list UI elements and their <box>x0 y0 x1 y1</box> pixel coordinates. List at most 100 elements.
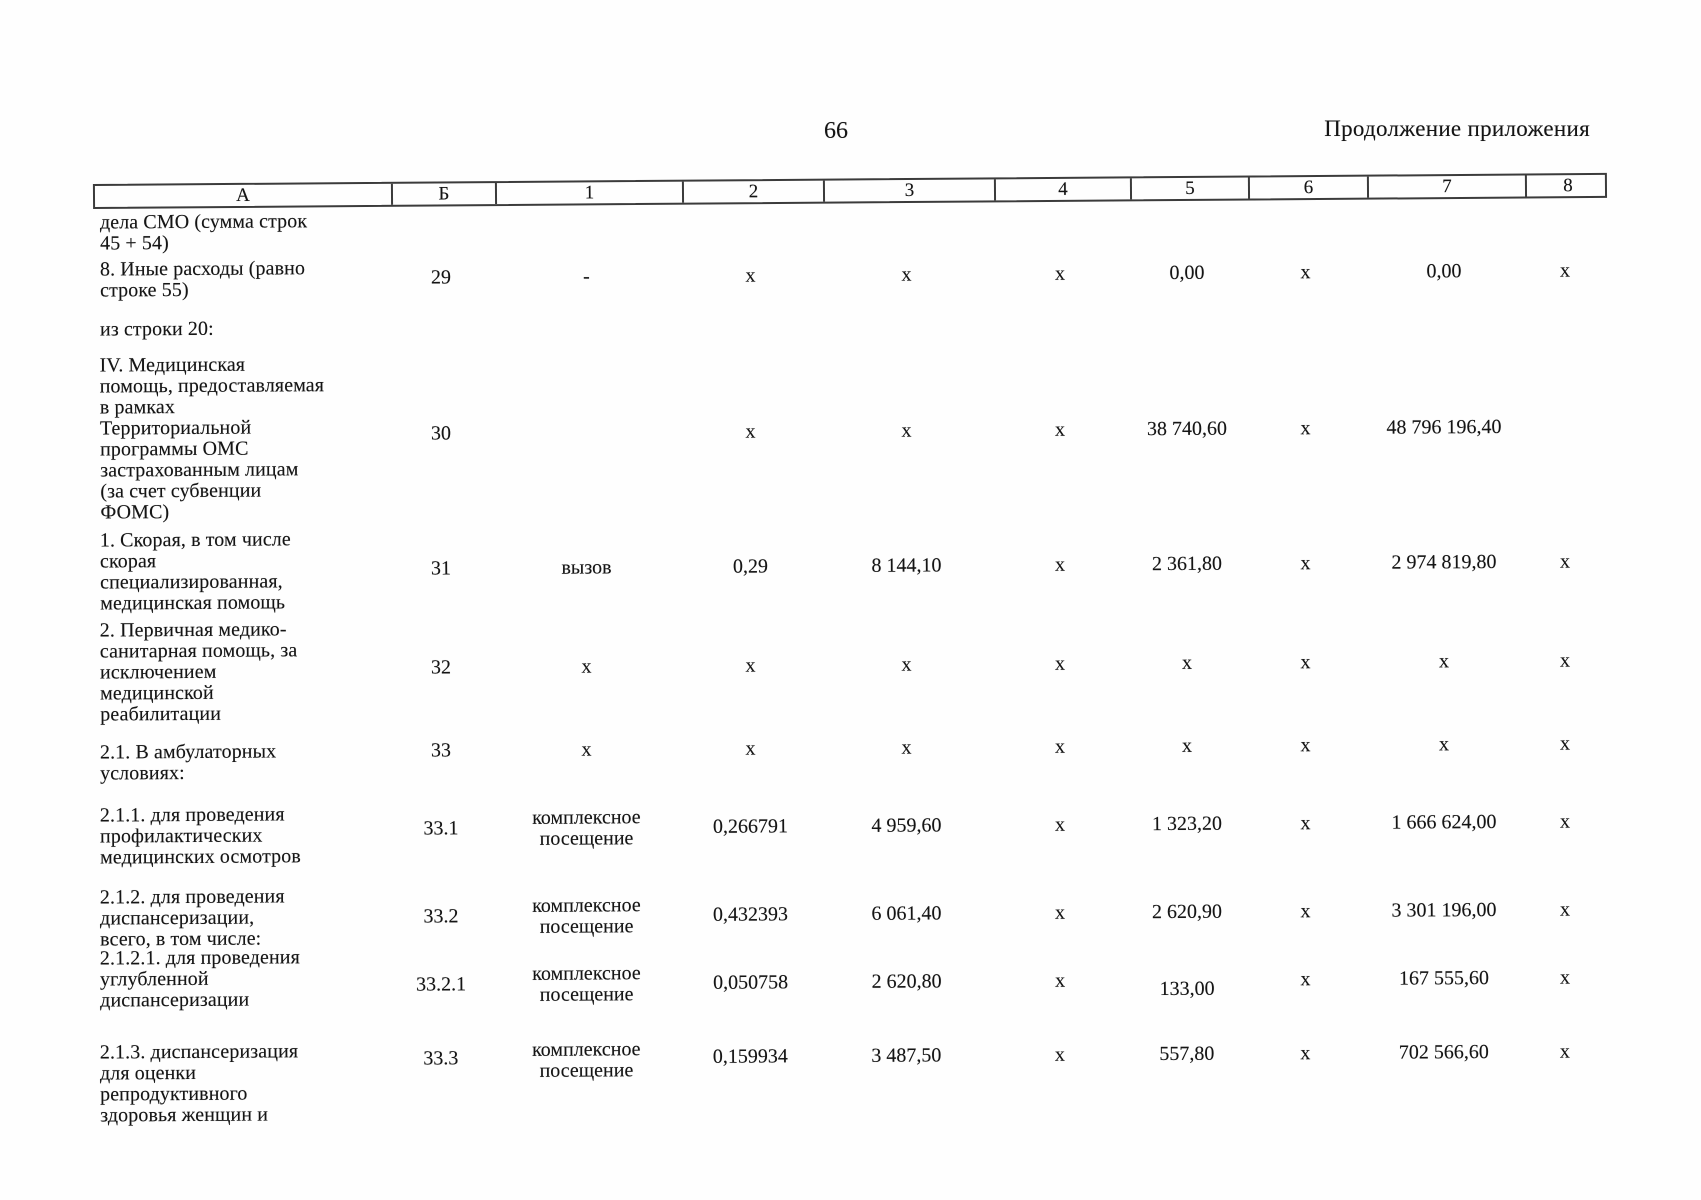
continuation-label: Продолжение приложения <box>1324 116 1590 141</box>
table-row: 2.1. В амбулаторных условиях: 33 х х х х… <box>93 732 1607 785</box>
cell-col4: х <box>1054 418 1066 441</box>
cell-col6: х <box>1300 417 1311 440</box>
cell-col3: х <box>901 263 912 286</box>
cell-col8: х <box>1559 732 1570 755</box>
cell-col4 <box>992 206 1128 249</box>
row-label: IV. Медицинская помощь, предоставляемая … <box>99 353 325 524</box>
unit-text: комплексное посещение <box>532 962 641 1006</box>
row-code: 29 <box>430 266 452 289</box>
header-cell-6: 6 <box>1247 176 1368 199</box>
cell-col7: 0,00 <box>1426 260 1462 283</box>
cell-col7: 702 566,60 <box>1398 1041 1489 1064</box>
header-cell-4: 4 <box>993 178 1131 201</box>
unit-text: комплексное посещение <box>532 894 641 938</box>
cell-col3: х <box>901 653 912 676</box>
cell-col1: комплексное посещение <box>493 802 680 866</box>
table-row: дела СМО (сумма строк 45 + 54) <box>93 203 1607 254</box>
header-cell-1: 1 <box>494 181 683 205</box>
cell-col4: х <box>1054 262 1066 285</box>
cell-col8: х <box>1559 1040 1570 1063</box>
cell-col3 <box>821 207 992 250</box>
row-label: 1. Скорая, в том числе скорая специализи… <box>99 528 291 615</box>
cell-col7: 2 974 819,80 <box>1391 550 1497 574</box>
row-code: 33.2 <box>423 905 459 928</box>
cell-col8: х <box>1559 550 1571 573</box>
cell-col4: х <box>1054 553 1066 576</box>
header-cell-5: 5 <box>1129 177 1249 200</box>
cell-col8: х <box>1559 259 1571 282</box>
cell-col1: комплексное посещение <box>493 1038 681 1124</box>
row-label: 8. Иные расходы (равно строке 55) <box>99 257 306 302</box>
cell-col1: вызов <box>493 527 681 612</box>
cell-col4: х <box>1054 813 1066 836</box>
cell-col2: 0,432393 <box>712 903 789 926</box>
table-row: из строки 20: <box>93 310 1607 341</box>
cell-col1: комплексное посещение <box>493 945 680 1009</box>
cell-col2: х <box>745 737 756 760</box>
cell-col7: 1 666 624,00 <box>1391 810 1497 834</box>
cell-col5: 38 740,60 <box>1146 417 1228 441</box>
row-code: 32 <box>430 656 452 679</box>
cell-col8: х <box>1559 649 1571 672</box>
cell-col7: х <box>1438 650 1450 673</box>
row-code <box>389 317 493 339</box>
cell-col6: х <box>1300 552 1311 575</box>
cell-col8 <box>1522 346 1607 515</box>
cell-col4: х <box>1054 735 1065 758</box>
row-code: 30 <box>430 422 452 445</box>
cell-col7: 48 796 196,40 <box>1386 415 1502 439</box>
cell-col3: х <box>901 419 912 442</box>
row-label: из строки 20: <box>99 317 214 341</box>
row-code: 33.1 <box>423 817 459 840</box>
table-row: 2.1.2.1. для проведения углубленной дисп… <box>93 939 1607 1011</box>
cell-col5 <box>1128 313 1246 335</box>
cell-col5: х <box>1181 651 1193 674</box>
cell-col1 <box>493 316 680 338</box>
row-label: 2. Первичная медико- санитарная помощь, … <box>99 618 298 726</box>
cell-col2: х <box>745 654 756 677</box>
row-code: 31 <box>430 557 452 580</box>
cell-col3: х <box>901 736 912 759</box>
header-cell-3: 3 <box>822 179 995 202</box>
cell-col2: 0,050758 <box>712 971 789 994</box>
cell-col7 <box>1365 311 1523 333</box>
cell-col3 <box>821 314 992 336</box>
cell-col2: 0,159934 <box>712 1045 788 1068</box>
cell-col1: - <box>583 265 590 288</box>
table-row: 1. Скорая, в том числе скорая специализи… <box>93 521 1607 615</box>
cell-col3: 6 061,40 <box>871 902 942 925</box>
cell-col6: х <box>1300 1042 1311 1065</box>
cell-col7: 3 301 196,00 <box>1391 898 1497 922</box>
cell-col1 <box>492 352 680 521</box>
row-label: 2.1.2. для проведения диспансеризации, в… <box>99 885 285 951</box>
cell-col1: х <box>581 655 592 678</box>
cell-col1: х <box>581 738 592 761</box>
cell-col2: х <box>745 420 756 443</box>
cell-col8: х <box>1559 898 1571 921</box>
cell-col4: х <box>1054 652 1066 675</box>
cell-col7: х <box>1438 733 1449 756</box>
header-cell-2: 2 <box>681 180 824 203</box>
cell-col3: 2 620,80 <box>871 970 942 993</box>
unit-text: комплексное посещение <box>531 1038 641 1082</box>
row-code: 33 <box>430 739 451 762</box>
table-row: IV. Медицинская помощь, предоставляемая … <box>93 346 1608 524</box>
cell-col4: х <box>1054 901 1066 924</box>
cell-col3: 3 487,50 <box>871 1044 942 1067</box>
cell-col5: 1 323,20 <box>1151 812 1223 836</box>
cell-col5: 557,80 <box>1159 1042 1215 1066</box>
cell-col8: х <box>1559 966 1571 989</box>
cell-col6: х <box>1300 651 1311 674</box>
row-code: 33.2.1 <box>415 973 467 996</box>
cell-col7 <box>1365 204 1523 247</box>
table-row: 2.1.2. для проведения диспансеризации, в… <box>93 878 1607 951</box>
cell-col1: комплексное посещение <box>493 884 680 948</box>
cell-col5: 2 620,90 <box>1151 900 1223 924</box>
cell-col6: х <box>1300 812 1311 835</box>
cell-col4 <box>992 313 1128 335</box>
cell-col8: х <box>1559 810 1571 833</box>
row-label: дела СМО (сумма строк 45 + 54) <box>99 210 308 255</box>
cell-col2: 0,29 <box>732 555 769 578</box>
table-row: 2.1.1. для проведения профилактических м… <box>93 796 1607 868</box>
cell-col3: 4 959,60 <box>871 814 942 837</box>
